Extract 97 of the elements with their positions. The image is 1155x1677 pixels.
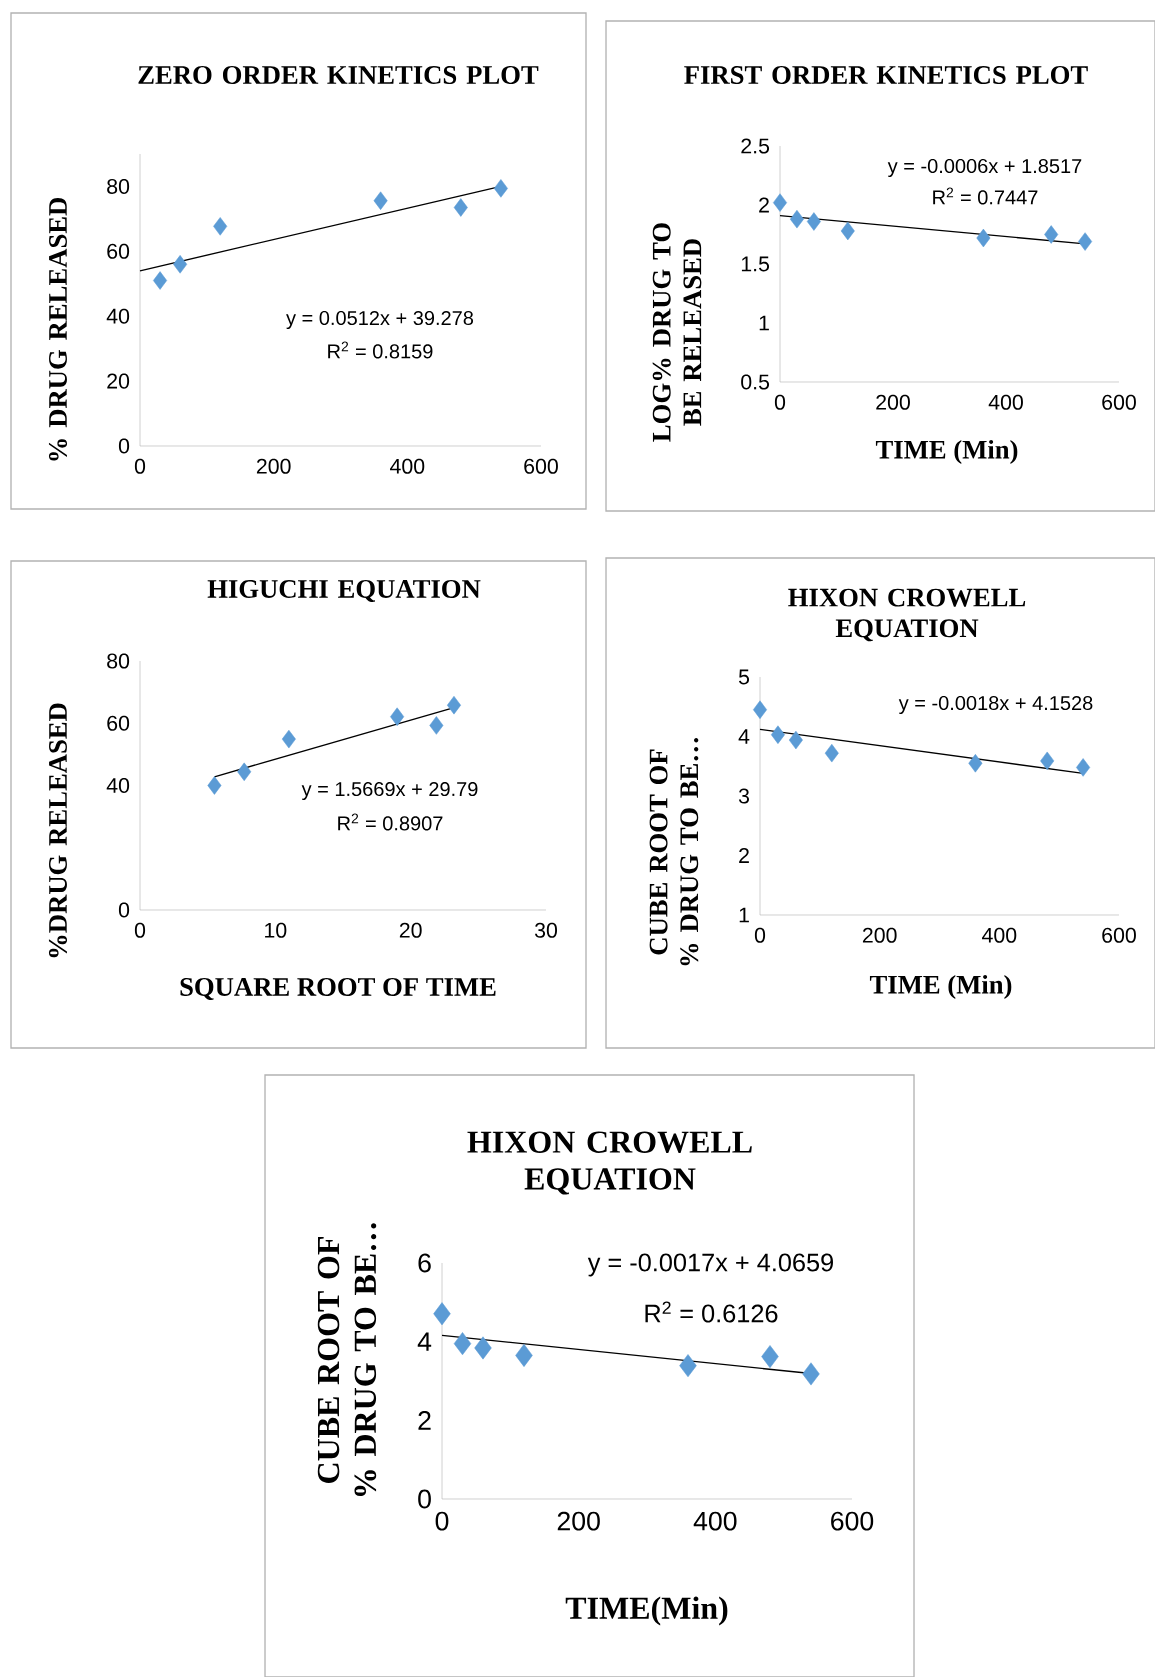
annotation: y = -0.0006x + 1.8517: [887, 158, 1082, 178]
point: [453, 1332, 472, 1356]
point: [390, 707, 405, 726]
annotation: R$^{2}$ = 0.8907: [338, 813, 443, 831]
point: [237, 762, 252, 781]
x-tick-label: 30: [534, 922, 558, 938]
point: [281, 729, 296, 749]
x-tick-label: 200: [876, 394, 910, 410]
chart-title: HIXON CROWELL EQUATION: [788, 588, 1026, 642]
y-tick-label: 6: [418, 1253, 431, 1273]
point: [806, 212, 821, 231]
point: [1078, 232, 1093, 251]
point: [515, 1343, 533, 1367]
point: [824, 743, 839, 763]
point: [429, 716, 444, 735]
y-tick-label: 2.5: [741, 138, 770, 154]
point: [840, 221, 855, 241]
x-tick-label: 600: [524, 458, 558, 474]
y-tick-label: 5: [738, 669, 750, 685]
chart-title: FIRST ORDER KINETICS PLOT: [684, 66, 1088, 84]
point: [373, 191, 388, 210]
y-tick-label: 2: [759, 197, 769, 213]
y-tick-label: 0: [118, 902, 130, 918]
point: [173, 255, 188, 274]
y-tick-label: 0.5: [741, 374, 770, 390]
point: [1044, 225, 1059, 244]
y-tick-label: 4: [738, 729, 750, 744]
y-tick-label: 2: [418, 1411, 431, 1430]
y-tick-label: 4: [417, 1332, 432, 1351]
chart-title: HIXON CROWELL EQUATION: [467, 1131, 752, 1195]
point: [153, 271, 168, 290]
x-tick-label: 200: [557, 1511, 600, 1531]
point: [789, 209, 804, 229]
y-axis-title: CUBE ROOT OF % DRUG TO BE…: [649, 738, 699, 966]
point: [788, 730, 803, 750]
point: [773, 193, 787, 212]
y-axis-title: LOG% DRUG TO BE RELEASED: [652, 223, 702, 442]
y-tick-label: 40: [106, 308, 130, 324]
point: [474, 1336, 492, 1360]
x-tick-label: 0: [134, 922, 146, 938]
y-axis-title: % DRUG RELEASED: [48, 197, 68, 461]
annotation: y = 0.0512x + 39.278: [286, 310, 474, 330]
x-tick-label: 600: [831, 1511, 874, 1531]
point: [753, 700, 767, 719]
point: [802, 1362, 820, 1386]
point: [447, 695, 461, 715]
y-tick-label: 1: [739, 907, 749, 923]
x-tick-label: 200: [256, 458, 291, 474]
x-axis-title: TIME (Min): [869, 974, 1012, 1000]
point: [213, 217, 228, 236]
annotation: y = 1.5669x + 29.79: [301, 781, 478, 801]
x-tick-label: 200: [862, 927, 897, 943]
x-axis-title: SQUARE ROOT OF TIME: [180, 978, 496, 1000]
y-tick-label: 1.5: [741, 256, 770, 272]
x-tick-label: 400: [988, 394, 1023, 410]
x-tick-label: 600: [1102, 394, 1136, 410]
y-axis-title: %DRUG RELEASED: [48, 703, 68, 958]
y-tick-label: 0: [118, 438, 130, 454]
y-tick-label: 40: [106, 777, 130, 794]
x-tick-label: 400: [693, 1511, 737, 1531]
x-tick-label: 0: [134, 458, 146, 474]
point: [770, 725, 785, 744]
point: [761, 1345, 779, 1369]
y-tick-label: 1: [759, 315, 769, 331]
x-tick-label: 10: [265, 922, 287, 938]
point: [968, 754, 983, 773]
annotation: R$^{2}$ = 0.7447: [933, 187, 1038, 205]
x-tick-label: 0: [435, 1511, 449, 1531]
y-tick-label: 80: [107, 653, 130, 669]
point: [976, 228, 991, 248]
point: [679, 1354, 697, 1378]
y-tick-label: 60: [107, 243, 130, 259]
x-tick-label: 600: [1102, 927, 1136, 943]
annotation: y = -0.0017x + 4.0659: [587, 1253, 833, 1277]
y-tick-label: 2: [739, 848, 749, 863]
x-tick-label: 400: [390, 458, 425, 474]
x-tick-label: 0: [774, 394, 786, 410]
y-tick-label: 3: [738, 788, 750, 804]
x-axis-title: TIME (Min): [875, 439, 1018, 465]
annotation: R$^{2}$ = 0.8159: [328, 341, 433, 359]
point: [1076, 758, 1091, 777]
y-axis-title: CUBE ROOT OF % DRUG TO BE…: [317, 1223, 377, 1496]
point: [433, 1302, 451, 1326]
y-tick-label: 0: [418, 1489, 431, 1509]
point: [1040, 751, 1055, 771]
y-tick-label: 20: [107, 373, 130, 389]
annotation: R$^{2}$ = 0.6126: [645, 1301, 778, 1323]
point: [207, 776, 222, 795]
x-axis-title: TIME(Min): [565, 1596, 728, 1626]
point: [493, 179, 508, 198]
y-tick-label: 60: [107, 715, 130, 731]
chart-title: HIGUCHI EQUATION: [207, 580, 481, 602]
chart-title: ZERO ORDER KINETICS PLOT: [138, 66, 539, 84]
x-tick-label: 400: [982, 927, 1017, 943]
point: [453, 198, 468, 217]
y-tick-label: 80: [107, 178, 130, 194]
annotation: y = -0.0018x + 4.1528: [898, 695, 1093, 715]
